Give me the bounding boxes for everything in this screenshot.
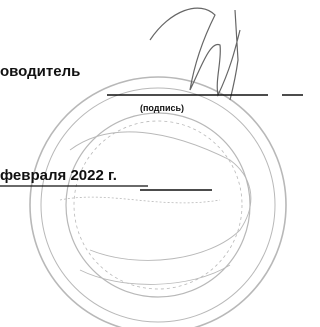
role-label: оводитель [0, 63, 80, 80]
stamp [30, 77, 286, 327]
page: оводитель (подпись) февраля 2022 г. (() … [0, 0, 303, 327]
date: февраля 2022 г. [0, 167, 117, 184]
document-fragment: оводитель (подпись) февраля 2022 г. [0, 0, 303, 327]
signature [150, 8, 240, 100]
signature-caption: (подпись) [140, 103, 184, 113]
